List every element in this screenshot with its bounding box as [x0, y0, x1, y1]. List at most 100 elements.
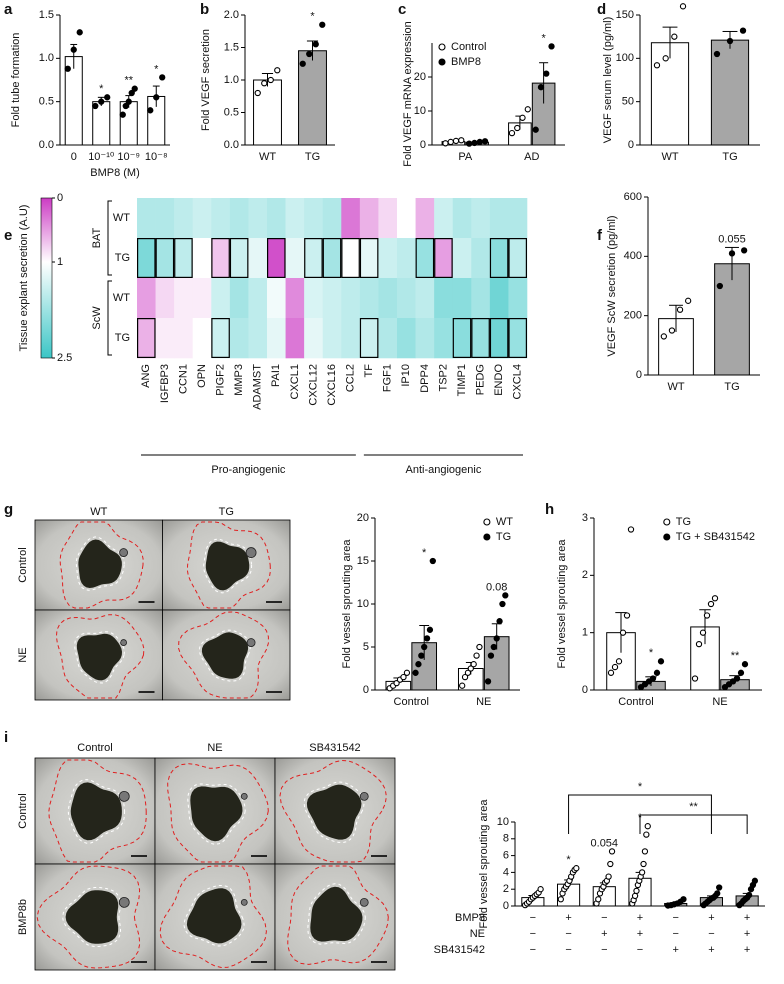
data-point	[537, 84, 545, 91]
data-point	[741, 661, 749, 668]
explant-outline	[62, 887, 122, 947]
x-tick-label: NE	[712, 696, 727, 708]
y-tick-label: 6	[503, 850, 509, 862]
highlight-box	[489, 238, 509, 279]
column-label: OPN	[196, 364, 208, 388]
highlight-box	[415, 238, 435, 279]
y-tick-label: 0	[363, 684, 369, 696]
data-point	[514, 124, 521, 132]
heatmap-cell	[174, 278, 194, 319]
heatmap-cell	[137, 278, 156, 319]
x-tick-label: 0	[71, 151, 77, 163]
explant	[186, 888, 242, 944]
y-tick-label: 0.5	[39, 96, 54, 108]
micrograph-row-label: Control	[17, 793, 29, 828]
condition-sign: +	[637, 928, 643, 940]
bubble	[240, 898, 248, 906]
data-point	[691, 675, 699, 682]
y-axis-title: Fold vessel sprouting area	[341, 539, 353, 669]
heatmap-cell	[397, 278, 416, 319]
heatmap-cell	[304, 318, 324, 359]
data-point	[490, 643, 497, 651]
condition-sign: +	[601, 928, 607, 940]
y-tick-label: 0.0	[39, 139, 54, 151]
condition-sign: −	[601, 912, 607, 924]
data-point	[633, 887, 640, 895]
condition-sign: −	[565, 928, 571, 940]
y-tick-label: 10	[357, 598, 369, 610]
highlight-box	[489, 318, 509, 359]
x-tick-label: 10⁻¹⁰	[88, 151, 115, 163]
sprouting-outline	[59, 521, 144, 609]
y-axis-title: Fold vessel sprouting area	[478, 799, 490, 929]
bar	[650, 42, 690, 146]
panel-label: b	[200, 1, 209, 18]
heatmap-cell	[341, 318, 361, 359]
data-point	[502, 592, 509, 599]
column-label: PEDG	[474, 364, 486, 395]
explant-outline	[203, 538, 253, 594]
data-point	[607, 669, 615, 676]
data-point	[643, 831, 650, 838]
data-point	[737, 669, 745, 676]
micrograph-column-label: WT	[90, 506, 107, 518]
data-point	[668, 327, 676, 334]
explant	[310, 886, 363, 942]
panel-label: e	[4, 227, 12, 244]
legend-label: TG	[496, 531, 511, 543]
y-tick-label: 2.0	[224, 9, 239, 21]
x-tick-label: NE	[476, 696, 491, 708]
data-point	[638, 869, 646, 876]
data-point	[119, 111, 126, 118]
column-label: TSP2	[437, 364, 449, 392]
heatmap-cell	[229, 238, 249, 279]
y-tick-label: 100	[616, 52, 634, 64]
column-group-label: Pro-angiogenic	[211, 464, 285, 476]
highlight-box	[341, 238, 360, 279]
x-tick-label: TG	[305, 151, 320, 163]
y-tick-label: 200	[624, 310, 642, 322]
condition-sign: −	[530, 944, 536, 956]
data-point	[557, 896, 564, 903]
significance-label: 0.054	[591, 837, 619, 849]
colorbar-tick-label: 1	[57, 256, 63, 268]
data-point	[537, 886, 544, 893]
data-point	[649, 675, 657, 682]
column-label: CXCL4	[512, 364, 524, 399]
heatmap-cell	[285, 198, 305, 239]
highlight-box	[359, 318, 379, 359]
condition-sign: +	[637, 912, 643, 924]
condition-sign: +	[744, 928, 750, 940]
column-label: CCL2	[344, 364, 356, 392]
micrograph-row-label: NE	[17, 647, 29, 662]
data-point	[476, 643, 483, 651]
row-label: WT	[113, 212, 130, 224]
heatmap-cell	[415, 198, 435, 239]
significance-label: *	[310, 11, 315, 23]
bubble	[245, 547, 257, 558]
sprouting-outline	[186, 521, 271, 609]
data-point	[403, 669, 411, 676]
heatmap-cell	[415, 318, 435, 359]
data-point	[467, 665, 474, 672]
heatmap-cell	[174, 238, 194, 279]
sprouting-outline	[55, 614, 145, 699]
explant	[65, 890, 119, 944]
heatmap-cell	[267, 278, 286, 319]
heatmap-cell	[489, 278, 509, 319]
data-point	[707, 600, 715, 608]
condition-sign: −	[565, 944, 571, 956]
explant	[306, 784, 362, 840]
panel-label: d	[597, 1, 606, 18]
data-point	[662, 55, 669, 62]
heatmap-cell	[434, 198, 454, 239]
heatmap-cell	[137, 238, 156, 279]
row-group-bracket	[107, 280, 112, 356]
highlight-box	[508, 318, 527, 359]
condition-name: BMP8	[455, 912, 485, 924]
column-label: DPP4	[419, 364, 431, 393]
data-point	[657, 658, 665, 665]
bubble	[118, 790, 130, 802]
heatmap-cell	[434, 238, 454, 279]
